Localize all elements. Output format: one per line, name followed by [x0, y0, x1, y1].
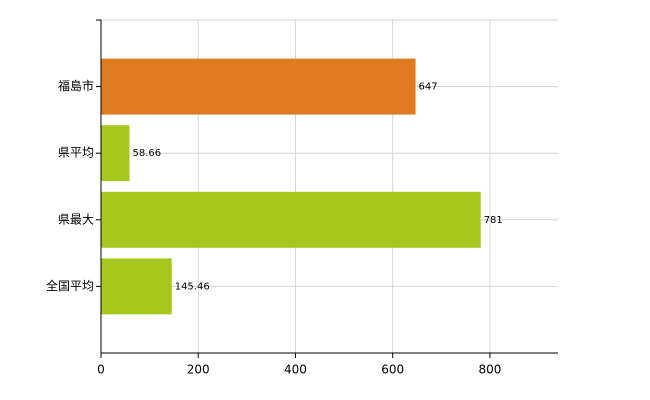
x-tick-label: 0 [97, 363, 105, 377]
value-label: 647 [419, 82, 438, 93]
x-tick-label: 200 [187, 363, 210, 377]
y-tick-label: 福島市 [58, 78, 94, 93]
bar [101, 258, 172, 315]
y-tick-label: 県最大 [58, 212, 94, 226]
value-label: 58.66 [133, 148, 162, 159]
y-tick-label: 全国平均 [46, 278, 94, 293]
bar [101, 58, 416, 115]
bar [101, 125, 130, 182]
y-tick-label: 県平均 [58, 146, 94, 160]
value-label: 781 [484, 215, 503, 226]
x-tick-label: 800 [478, 363, 501, 377]
x-tick-label: 600 [381, 363, 404, 377]
x-tick-label: 400 [284, 363, 307, 377]
value-label: 145.46 [175, 281, 210, 292]
bar [101, 191, 481, 248]
